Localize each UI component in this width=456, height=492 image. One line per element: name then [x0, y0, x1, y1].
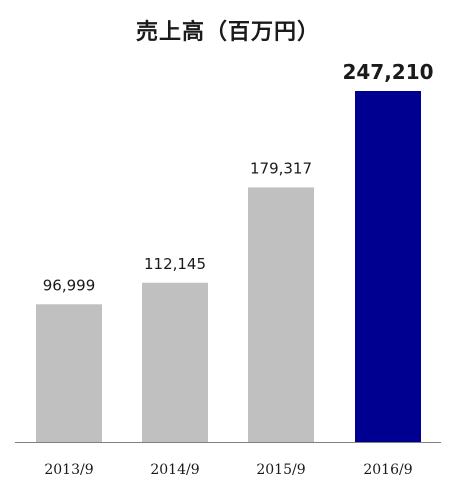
data-label-2014-9: 112,145: [144, 255, 206, 273]
data-label-2013-9: 96,999: [43, 276, 96, 294]
data-label-2016-9: 247,210: [342, 60, 433, 84]
x-tick-label-2015-9: 2015/9: [256, 462, 305, 478]
bar-2013-9: [36, 304, 102, 442]
bar-2015-9: [248, 187, 314, 442]
x-tick-label-2014-9: 2014/9: [150, 462, 199, 478]
x-tick-label-2016-9: 2016/9: [363, 462, 412, 478]
x-tick-label-2013-9: 2013/9: [44, 462, 93, 478]
data-label-2015-9: 179,317: [250, 159, 312, 177]
chart-title: 売上高（百万円）: [135, 20, 320, 45]
bar-2016-9: [355, 91, 421, 442]
bar-2014-9: [142, 282, 208, 442]
